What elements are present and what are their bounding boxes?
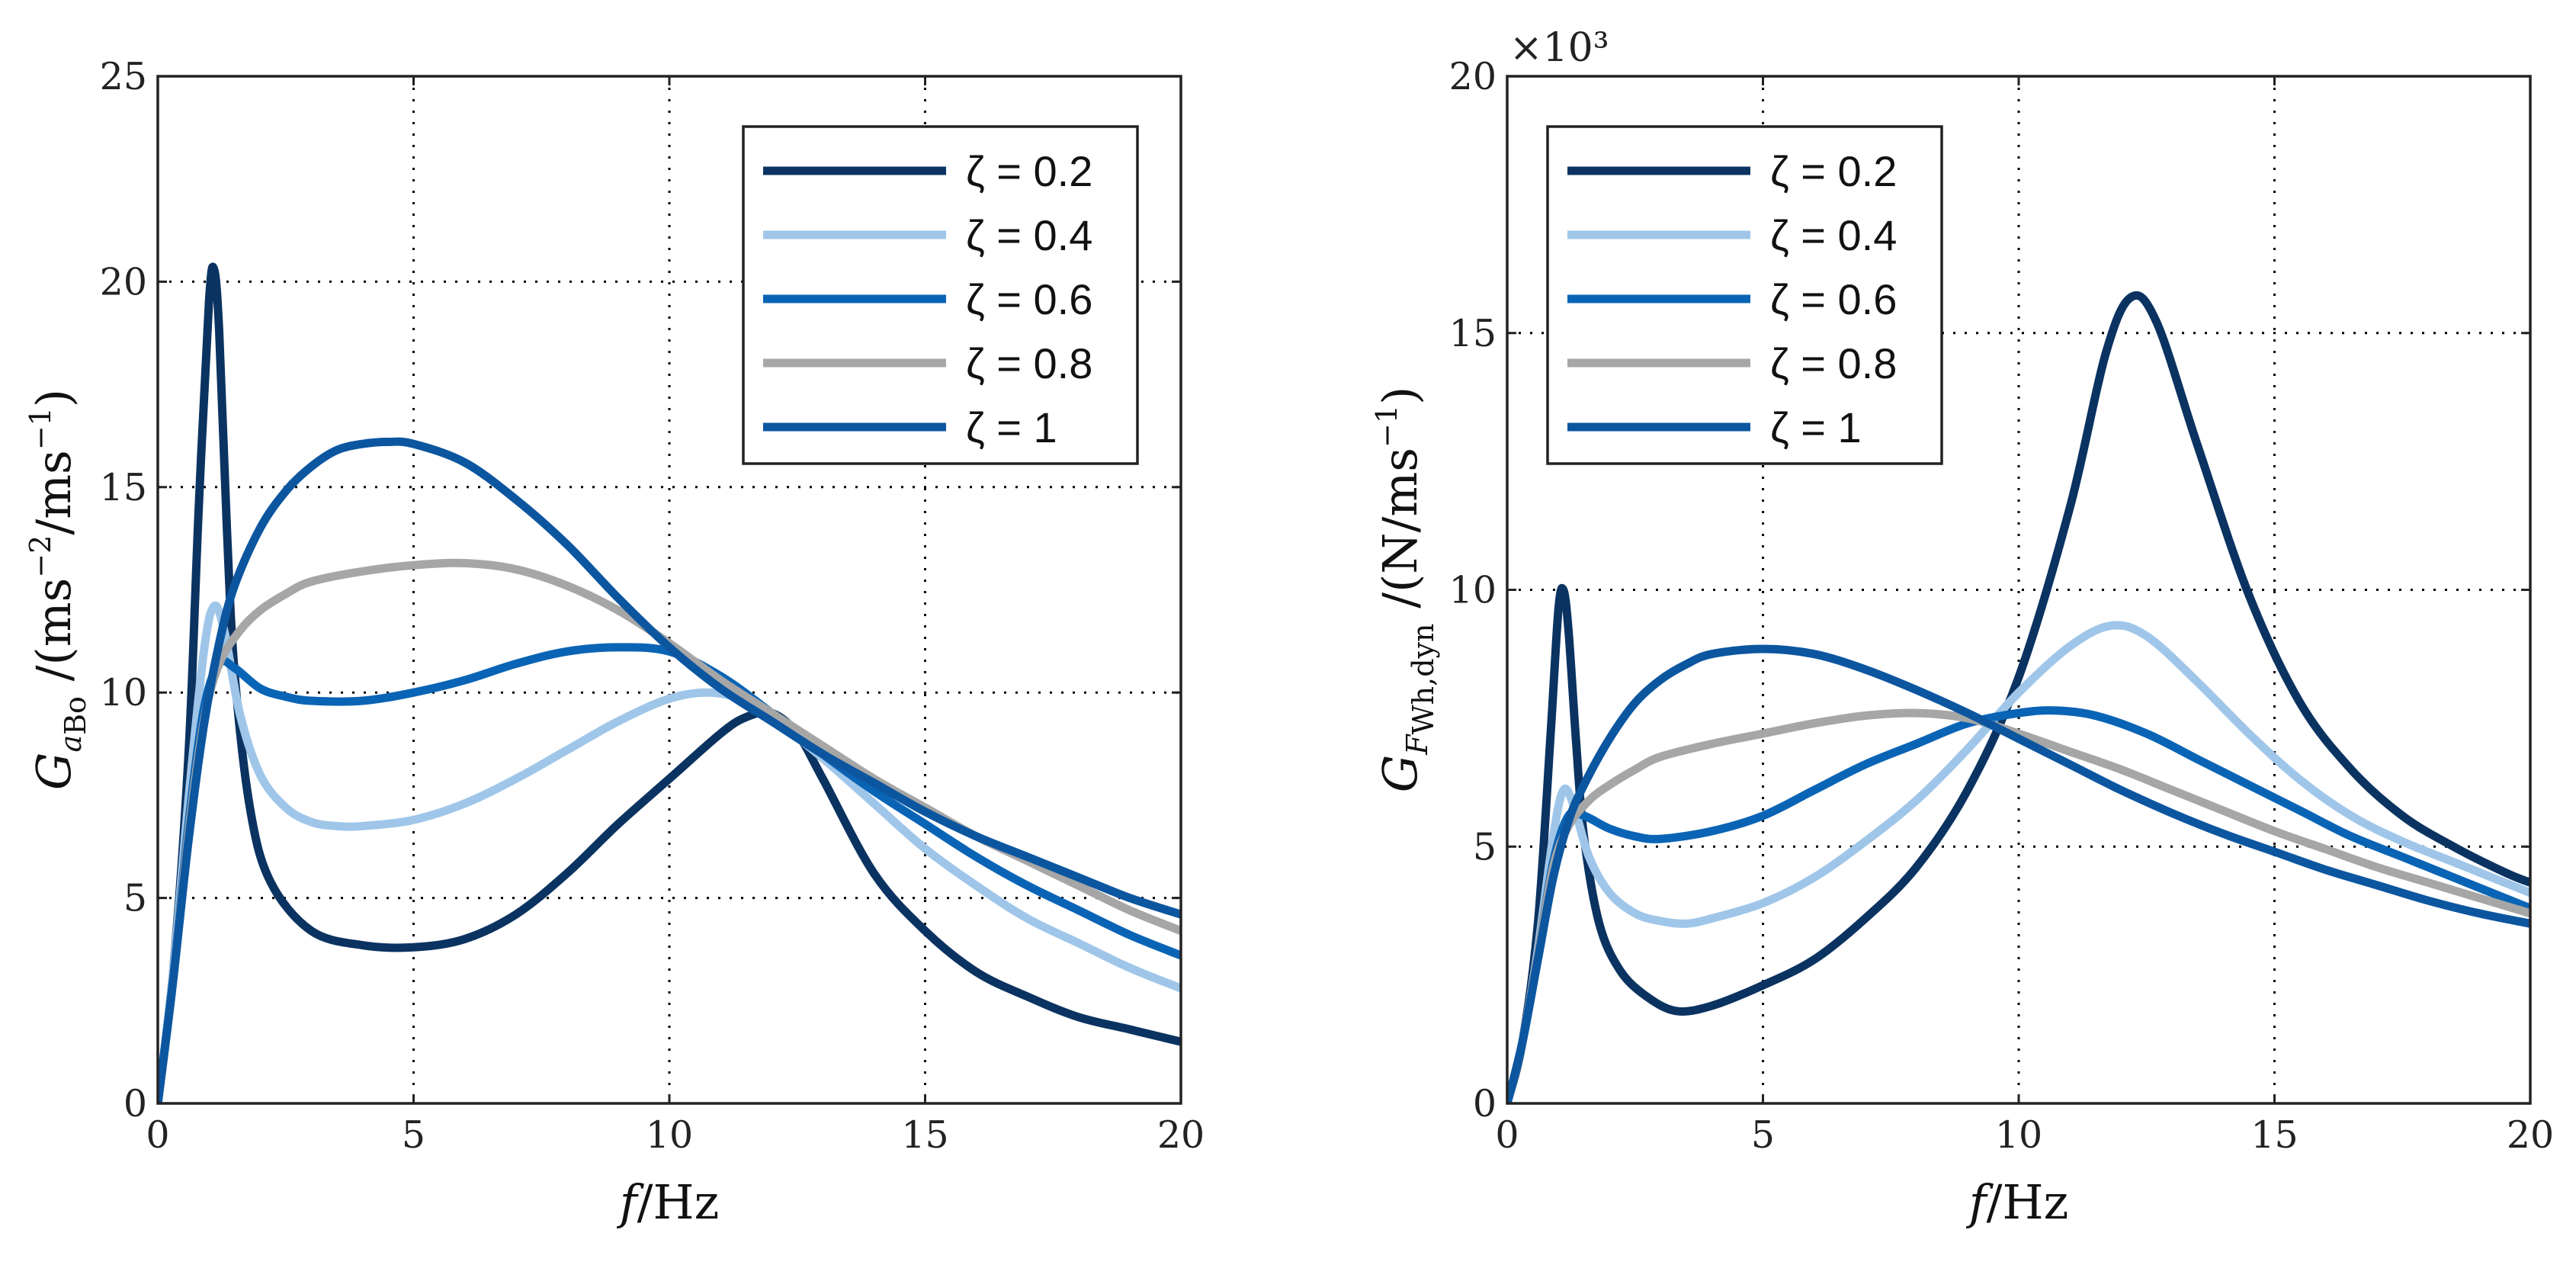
right-y-axis-title: GFWh,dyn /(N/ms−1) [1370, 387, 1440, 793]
left-legend-label: ζ = 0.2 [966, 147, 1092, 195]
right-y-tick-label: 20 [1449, 55, 1497, 98]
chart-left: 0 5 10 15 20 0 5 10 15 20 25 f/Hz GaBo /(ms−2/ms−… [24, 55, 1205, 1230]
right-y-tick-label: 5 [1473, 825, 1497, 869]
right-series-line-4 [1507, 644, 2530, 1103]
right-legend-items: ζ = 0.2 ζ = 0.4 ζ = 0.6 ζ = 0.8 ζ = 1 [1567, 147, 1897, 451]
left-y-tick-label: 5 [124, 877, 147, 920]
right-y-tick-label: 15 [1449, 312, 1497, 355]
right-y-tick-labels: 0 5 10 15 20 [1449, 55, 1497, 1126]
left-series-line-4 [158, 437, 1181, 1103]
left-x-tick-label: 20 [1157, 1113, 1205, 1157]
right-ticks [1506, 75, 2532, 1105]
right-x-tick-label: 0 [1495, 1113, 1519, 1157]
right-x-tick-label: 10 [1995, 1113, 2042, 1157]
left-legend-label: ζ = 0.8 [966, 339, 1092, 387]
left-series-line-2 [158, 643, 1181, 1103]
chart-right: 0 5 10 15 20 0 5 10 15 20 ×10³ f/Hz GFWh,dyn /(N… [1370, 25, 2554, 1230]
right-x-tick-label: 20 [2507, 1113, 2554, 1157]
right-series-line-2 [1507, 706, 2530, 1103]
left-y-tick-labels: 0 5 10 15 20 25 [100, 55, 147, 1126]
right-x-axis-title: f/Hz [1966, 1174, 2069, 1230]
left-x-tick-labels: 0 5 10 15 20 [146, 1113, 1205, 1157]
left-x-tick-label: 0 [146, 1113, 169, 1157]
left-y-tick-label: 15 [100, 466, 147, 509]
left-series-line-1 [158, 601, 1181, 1103]
left-y-tick-label: 0 [124, 1082, 147, 1126]
right-legend-label: ζ = 0.6 [1770, 275, 1897, 323]
left-legend: ζ = 0.2 ζ = 0.4 ζ = 0.6 ζ = 0.8 ζ = 1 [742, 125, 1139, 465]
left-legend-label: ζ = 0.6 [966, 275, 1092, 323]
right-y-multiplier: ×10³ [1509, 25, 1609, 71]
left-legend-label: ζ = 1 [966, 403, 1057, 451]
right-legend-label: ζ = 0.2 [1770, 147, 1897, 195]
right-series-line-3 [1507, 708, 2530, 1103]
right-legend-label: ζ = 1 [1770, 403, 1862, 451]
right-series [1507, 291, 2530, 1103]
left-y-tick-label: 25 [100, 55, 147, 98]
left-x-axis-title: f/Hz [617, 1174, 720, 1230]
left-series [158, 262, 1181, 1103]
left-x-tick-label: 10 [646, 1113, 693, 1157]
left-x-tick-label: 15 [901, 1113, 948, 1157]
right-y-tick-label: 0 [1473, 1082, 1497, 1126]
right-legend-label: ζ = 0.8 [1770, 339, 1897, 387]
right-x-tick-labels: 0 5 10 15 20 [1495, 1113, 2554, 1157]
left-ticks [156, 75, 1182, 1105]
right-x-tick-label: 15 [2250, 1113, 2298, 1157]
left-y-tick-label: 10 [100, 671, 147, 714]
left-legend-label: ζ = 0.4 [966, 211, 1092, 259]
left-series-line-0 [158, 262, 1181, 1103]
right-series-line-1 [1507, 621, 2530, 1103]
left-y-tick-label: 20 [100, 260, 147, 303]
left-legend-items: ζ = 0.2 ζ = 0.4 ζ = 0.6 ζ = 0.8 ζ = 1 [763, 147, 1092, 451]
right-legend-label: ζ = 0.4 [1770, 211, 1897, 259]
right-y-tick-label: 10 [1449, 569, 1497, 612]
right-series-line-0 [1507, 291, 2530, 1103]
left-x-tick-label: 5 [402, 1113, 425, 1157]
right-x-tick-label: 5 [1751, 1113, 1775, 1157]
right-legend: ζ = 0.2 ζ = 0.4 ζ = 0.6 ζ = 0.8 ζ = 1 [1546, 125, 1943, 465]
left-y-axis-title: GaBo /(ms−2/ms−1) [24, 389, 92, 790]
